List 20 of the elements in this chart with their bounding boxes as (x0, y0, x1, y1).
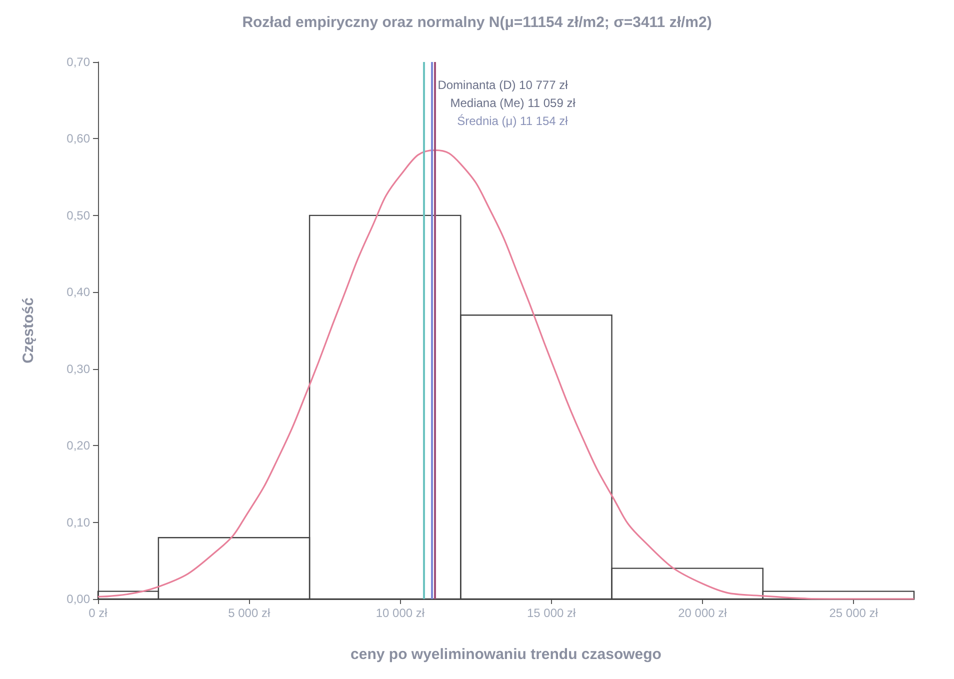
y-tick-label: 0,40 (66, 285, 90, 300)
x-tick-label: 15 000 zł (526, 606, 576, 620)
y-tick-label: 0,00 (66, 592, 90, 606)
y-tick-label: 0,10 (66, 515, 90, 530)
y-axis-title: Częstość (20, 298, 37, 364)
x-tick-label: 5 000 zł (228, 606, 270, 620)
ref-line-label: Średnia (μ) 11 154 zł (457, 114, 568, 128)
y-tick-label: 0,50 (66, 208, 90, 222)
y-tick-label: 0,60 (66, 132, 90, 146)
ref-line-label: Mediana (Me) 11 059 zł (450, 96, 576, 110)
y-tick-label: 0,70 (66, 55, 90, 69)
y-tick-label: 0,30 (66, 362, 90, 376)
x-tick-label: 25 000 zł (829, 606, 878, 620)
x-tick-label: 0 zł (88, 606, 108, 620)
chart-title: Rozład empiryczny oraz normalny N(μ=11154 zł/m2; σ=3411 zł/m2) (242, 14, 712, 31)
y-tick-label: 0,20 (66, 438, 90, 453)
x-tick-label: 20 000 zł (678, 606, 728, 620)
x-tick-label: 10 000 zł (376, 606, 425, 620)
ref-line-label: Dominanta (D) 10 777 zł (438, 78, 568, 92)
x-axis-title: ceny po wyeliminowaniu trendu czasowego (350, 646, 662, 663)
